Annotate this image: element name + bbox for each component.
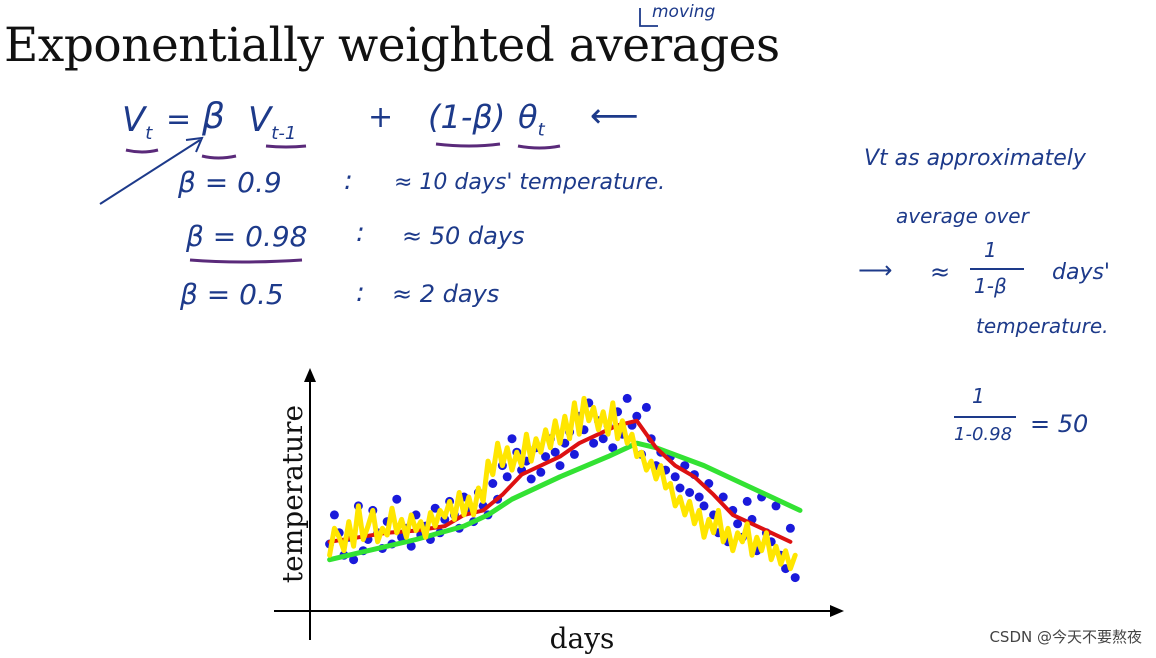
data-point <box>699 501 709 511</box>
side-note-line4: temperature. <box>976 314 1109 338</box>
side-note-frac-bar <box>970 268 1024 270</box>
formula-theta: θt <box>518 98 545 141</box>
formula-equals: = <box>166 102 192 137</box>
data-point <box>675 483 685 493</box>
beta-row-0-approx: ≈ 10 days' temperature. <box>394 170 666 195</box>
data-point <box>598 434 608 444</box>
side-note-frac-den: 1-β <box>974 274 1007 298</box>
data-point <box>536 467 546 477</box>
beta-row-0-value: β = 0.9 <box>178 166 282 199</box>
y-axis-arrow <box>304 368 316 382</box>
data-point <box>632 411 642 421</box>
data-point <box>790 573 800 583</box>
side-note-days: days' <box>1052 260 1110 285</box>
beta-row-1-sep: : <box>356 218 365 248</box>
formula-v-prev: Vt-1 <box>248 100 297 144</box>
data-point <box>694 492 704 502</box>
data-point <box>733 519 743 529</box>
data-point <box>670 472 680 482</box>
formula-strokes <box>99 136 561 264</box>
beta-row-0-sep: : <box>344 166 353 196</box>
data-point <box>550 447 560 457</box>
calc-den: 1-0.98 <box>954 424 1013 445</box>
data-point <box>488 479 498 488</box>
moving-note: moving <box>652 2 716 22</box>
beta-row-2-approx: ≈ 2 days <box>392 280 500 308</box>
formula-plus: + <box>368 100 394 135</box>
data-point <box>526 474 536 484</box>
data-point <box>718 492 728 502</box>
calc-result: = 50 <box>1030 410 1089 438</box>
formula-one-minus-beta: (1-β) <box>428 98 506 136</box>
data-point <box>392 494 402 504</box>
watermark: CSDN @今天不要熬夜 <box>989 628 1142 646</box>
data-point <box>771 501 781 511</box>
formula-lhs: Vt <box>122 100 153 144</box>
side-note-line2: average over <box>896 204 1029 228</box>
formula-pointer-arrow: ⟵ <box>590 96 639 136</box>
calc-frac-bar <box>954 416 1016 418</box>
side-note-approx: ≈ <box>930 258 951 286</box>
beta-row-2-value: β = 0.5 <box>180 278 284 311</box>
side-note-frac-num: 1 <box>984 238 997 262</box>
data-point <box>742 496 752 506</box>
series-lines <box>327 395 803 572</box>
calc-num: 1 <box>972 384 985 408</box>
data-point <box>502 472 512 482</box>
data-point <box>329 510 339 520</box>
data-point <box>541 452 551 462</box>
chart-axes <box>274 368 844 640</box>
slide-title: Exponentially weighted averages <box>4 18 780 73</box>
x-axis-label: days <box>550 622 615 655</box>
data-point <box>555 461 565 471</box>
side-note-arrow: ⟶ <box>858 256 893 284</box>
data-point <box>569 449 579 459</box>
data-point <box>406 541 416 551</box>
x-axis-arrow <box>830 605 844 617</box>
beta-row-1-approx: ≈ 50 days <box>402 222 525 250</box>
data-point <box>785 523 795 533</box>
temperature-chart: days temperature <box>274 368 844 655</box>
data-point <box>349 555 359 565</box>
y-axis-label: temperature <box>276 405 309 583</box>
data-point <box>622 393 632 403</box>
data-point <box>685 488 695 497</box>
data-point <box>608 443 618 453</box>
data-point <box>589 438 599 448</box>
beta-row-2-sep: : <box>356 278 365 308</box>
series-line-beta-098 <box>327 440 803 563</box>
side-note-line1: Vt as approximately <box>864 146 1086 171</box>
beta-row-1-value: β = 0.98 <box>186 220 308 253</box>
data-point <box>507 434 517 444</box>
series-line-beta-05 <box>327 395 798 572</box>
formula-beta: β <box>202 96 225 137</box>
data-point <box>641 402 651 412</box>
moving-bracket <box>639 8 658 27</box>
